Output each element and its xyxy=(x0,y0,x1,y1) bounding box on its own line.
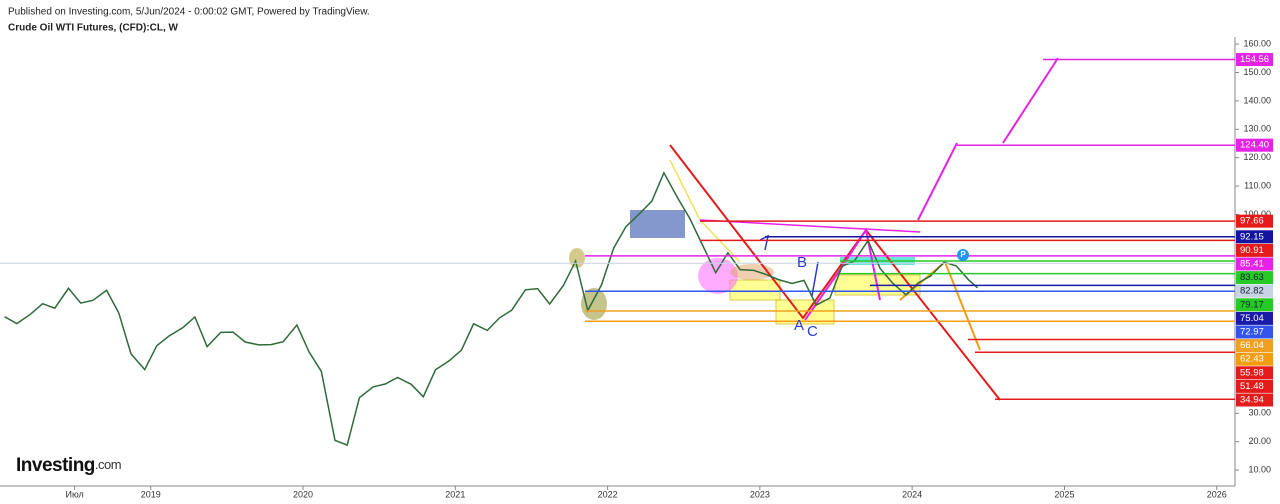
level-label: 34.94 xyxy=(1240,395,1264,406)
x-tick-label: 2019 xyxy=(141,489,161,499)
zone xyxy=(729,279,781,301)
marker xyxy=(957,249,969,261)
wave-label: A xyxy=(794,317,804,334)
wave-line xyxy=(804,227,881,321)
level-badge xyxy=(1236,311,1273,325)
y-tick-label: 100.00 xyxy=(1243,209,1271,219)
level-label: 82.82 xyxy=(1240,286,1264,297)
y-tick-label: 160.00 xyxy=(1243,38,1271,48)
level-label: 55.98 xyxy=(1240,367,1264,378)
level-badge xyxy=(1236,393,1273,407)
level-badge xyxy=(1236,379,1273,393)
marker-ellipse xyxy=(698,258,738,294)
x-tick-label: 2024 xyxy=(902,489,922,499)
level-badge xyxy=(1236,257,1273,271)
level-label: 72.97 xyxy=(1240,327,1264,338)
wave-label: C xyxy=(807,323,818,340)
level-badge xyxy=(1236,214,1273,228)
level-badge xyxy=(1236,298,1273,312)
level-label: 124.40 xyxy=(1240,140,1269,151)
marker-label: P xyxy=(960,250,966,259)
wave-line xyxy=(811,261,819,297)
wave-line xyxy=(759,234,770,251)
level-badge xyxy=(1236,243,1273,257)
plot-area xyxy=(0,58,1235,447)
level-badge xyxy=(1236,284,1273,298)
level-label: 83.63 xyxy=(1240,272,1264,283)
y-tick-label: 30.00 xyxy=(1248,408,1271,418)
subtitle: Published on Investing.com, 5/Jun/2024 -… xyxy=(8,7,370,18)
level-badge xyxy=(1236,138,1273,152)
x-tick-label: 2025 xyxy=(1054,489,1074,499)
level-badge xyxy=(1236,53,1273,67)
y-tick-label: 110.00 xyxy=(1244,180,1271,190)
zone xyxy=(775,299,835,325)
x-tick-label: 2022 xyxy=(598,489,618,499)
y-tick-label: 150.00 xyxy=(1243,67,1271,77)
level-label: 79.17 xyxy=(1240,299,1264,310)
x-tick-label: 2021 xyxy=(445,489,465,499)
price-line xyxy=(4,171,979,447)
level-label: 66.04 xyxy=(1240,340,1264,351)
y-tick-label: 130.00 xyxy=(1243,124,1271,134)
y-tick-label: 140.00 xyxy=(1243,95,1271,105)
wave-label: B xyxy=(797,254,807,271)
level-badge xyxy=(1236,230,1273,244)
level-label: 92.15 xyxy=(1240,231,1264,242)
level-label: 51.48 xyxy=(1240,381,1264,392)
wave-line xyxy=(917,142,958,221)
x-tick-label: 2020 xyxy=(293,489,313,499)
x-tick-label: Июл xyxy=(65,489,83,499)
level-badge xyxy=(1236,271,1273,285)
level-badge xyxy=(1236,352,1273,366)
marker-ellipse xyxy=(730,264,774,280)
level-badge xyxy=(1236,325,1273,339)
level-label: 62.43 xyxy=(1240,354,1264,365)
wave-line xyxy=(669,144,1001,401)
level-label: 90.91 xyxy=(1240,245,1264,256)
y-tick-label: 10.00 xyxy=(1248,464,1271,474)
logo: Investing.com xyxy=(16,455,121,476)
y-tick-label: 20.00 xyxy=(1248,436,1271,446)
level-label: 154.56 xyxy=(1240,54,1269,65)
level-label: 75.04 xyxy=(1240,313,1264,324)
y-tick-label: 120.00 xyxy=(1243,152,1271,162)
level-label: 85.41 xyxy=(1240,259,1264,270)
wave-line xyxy=(1002,57,1059,144)
wave-line xyxy=(699,219,921,233)
marker-ellipse xyxy=(581,288,607,320)
level-badge xyxy=(1236,366,1273,380)
chart-title: Crude Oil WTI Futures, (CFD):CL, W xyxy=(8,23,179,34)
level-label: 97.66 xyxy=(1240,216,1264,227)
level-badge xyxy=(1236,339,1273,353)
x-tick-label: 2026 xyxy=(1207,489,1227,499)
x-tick-label: 2023 xyxy=(750,489,770,499)
